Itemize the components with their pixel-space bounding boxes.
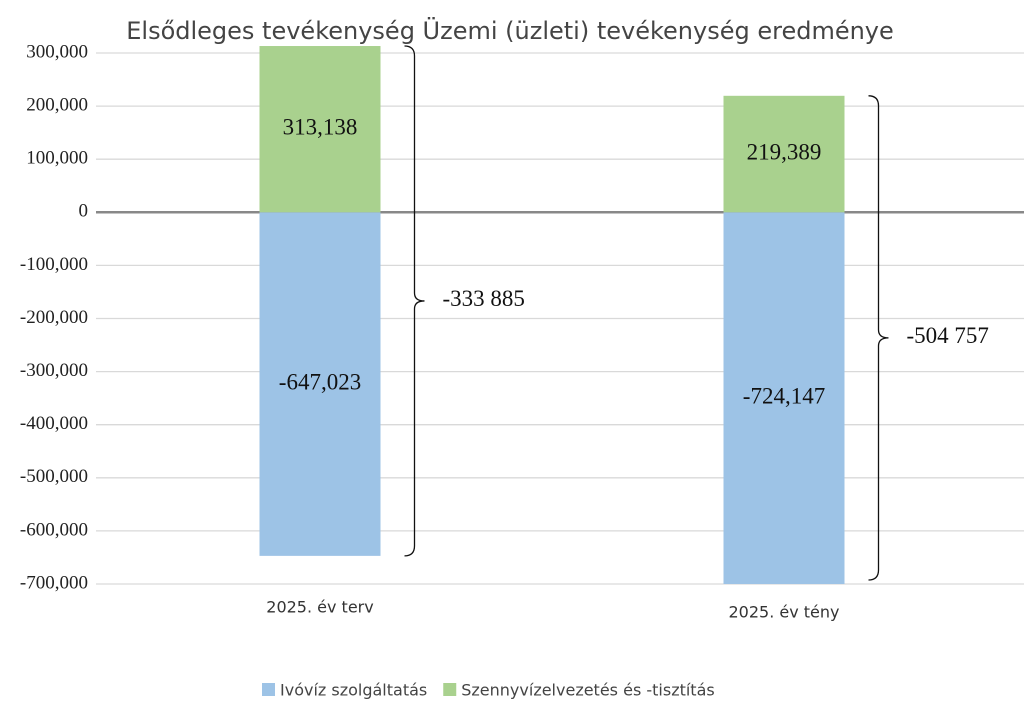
legend-label: Szennyvízelvezetés és -tisztítás <box>461 681 714 700</box>
data-label: -724,147 <box>743 383 825 408</box>
y-tick-label: 200,000 <box>26 94 88 115</box>
annotation: -333 885 <box>443 286 525 311</box>
bars <box>259 46 845 584</box>
y-tick-label: -400,000 <box>20 413 88 434</box>
annotation: -504 757 <box>907 323 989 348</box>
data-label: 219,389 <box>747 139 822 164</box>
y-tick-label: -500,000 <box>20 466 88 487</box>
x-tick-label: 2025. év terv <box>266 598 373 617</box>
y-tick-label: -200,000 <box>20 307 88 328</box>
y-tick-label: -300,000 <box>20 360 88 381</box>
y-tick-label: 300,000 <box>26 41 88 62</box>
y-tick-label: -700,000 <box>20 572 88 593</box>
data-label: 313,138 <box>283 114 358 139</box>
bracket <box>868 95 889 581</box>
y-tick-label: -600,000 <box>20 519 88 540</box>
chart-title: Elsődleges tevékenység Üzemi (üzleti) te… <box>126 16 894 45</box>
y-tick-label: 0 <box>79 201 89 222</box>
y-tick-label: 100,000 <box>26 148 88 169</box>
bar <box>723 212 845 584</box>
y-tick-label: -100,000 <box>20 254 88 275</box>
legend-swatch <box>262 683 275 696</box>
bracket <box>404 45 425 557</box>
bar <box>259 46 381 213</box>
bar <box>723 95 845 213</box>
bar <box>259 212 381 556</box>
x-tick-label: 2025. év tény <box>728 603 839 622</box>
data-label: -647,023 <box>279 369 361 394</box>
legend-swatch <box>443 683 457 696</box>
legend-label: Ivóvíz szolgáltatás <box>280 681 427 700</box>
